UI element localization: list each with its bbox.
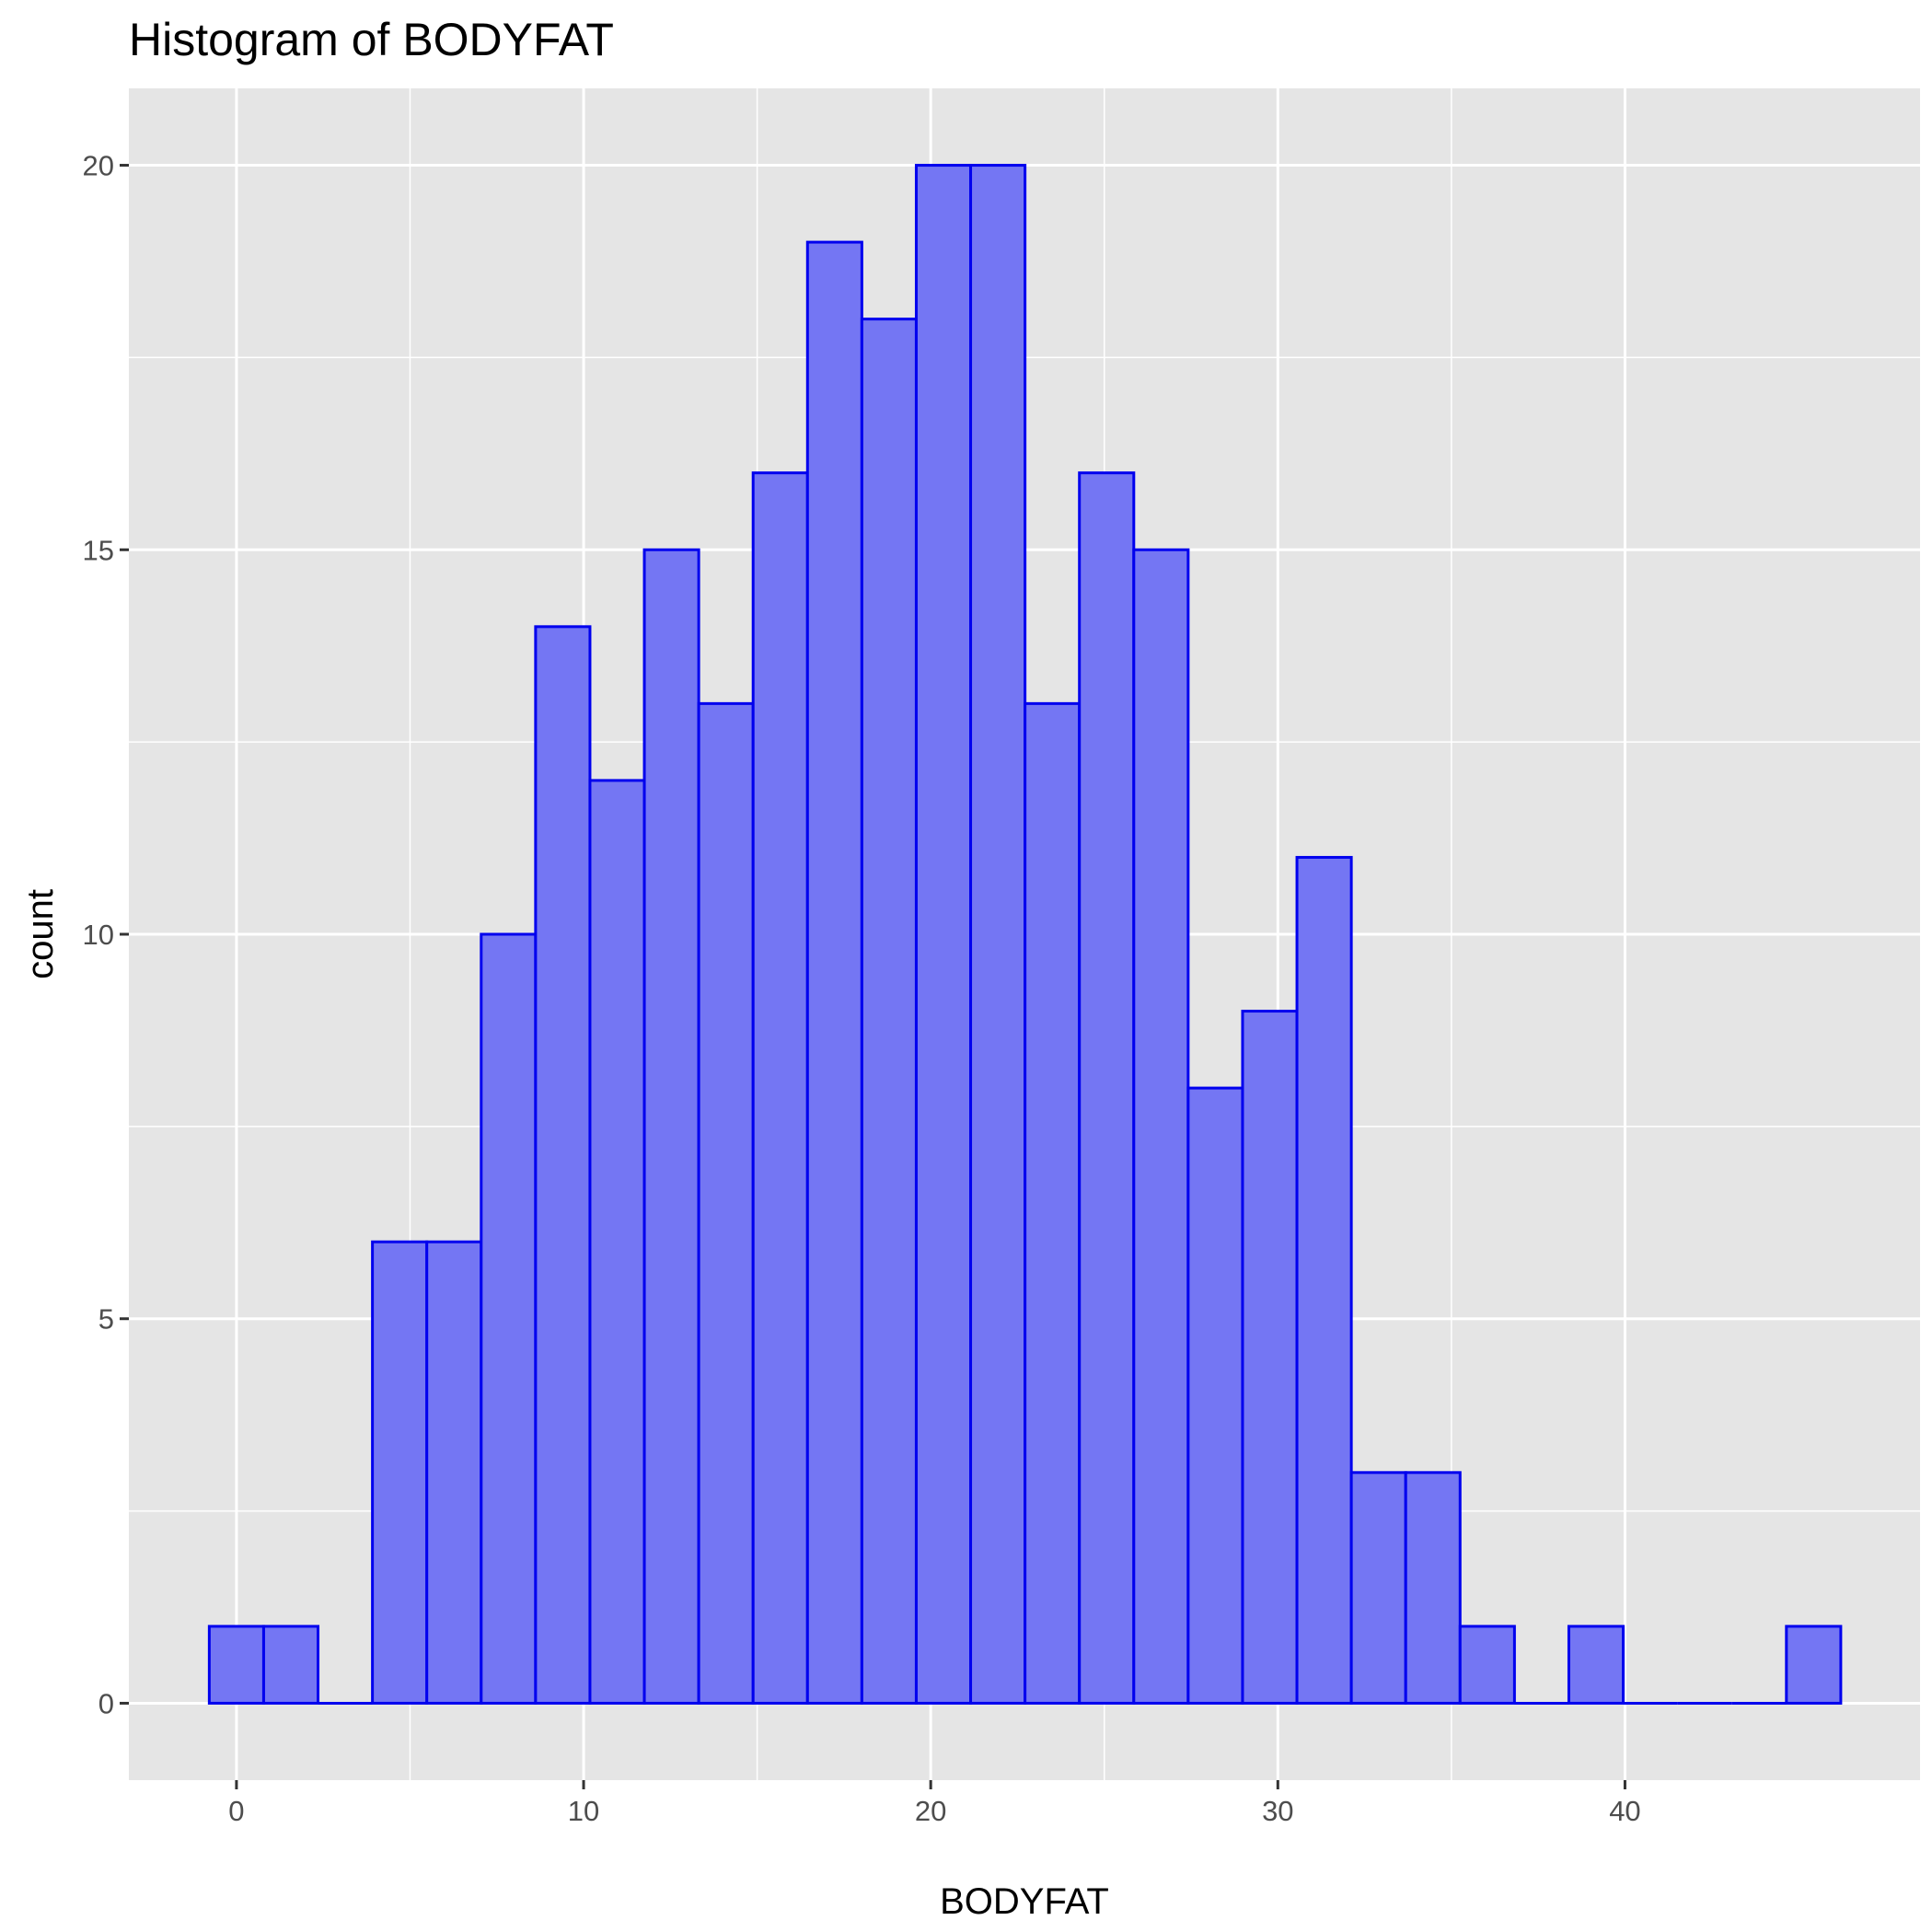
histogram-bar <box>1132 548 1190 1705</box>
histogram-bar <box>1349 1471 1407 1705</box>
y-tick-label: 0 <box>98 1687 114 1719</box>
histogram-bar <box>371 1240 429 1705</box>
histogram-bar <box>642 548 700 1705</box>
y-tick-label: 5 <box>98 1303 114 1336</box>
histogram-bars <box>207 164 1843 1705</box>
histogram-bar <box>1567 1625 1625 1705</box>
histogram-bar <box>751 471 809 1705</box>
histogram-bar <box>1024 701 1082 1705</box>
y-tick-label: 20 <box>83 150 114 182</box>
x-tick-label: 10 <box>568 1795 599 1827</box>
histogram-bar <box>1458 1625 1516 1705</box>
histogram-bar <box>1186 1086 1244 1705</box>
x-tick-label: 30 <box>1262 1795 1293 1827</box>
histogram-bar <box>805 240 863 1705</box>
y-axis-title: count <box>20 889 61 979</box>
x-tick-label: 20 <box>915 1795 946 1827</box>
histogram-bar <box>860 318 918 1705</box>
histogram-bar <box>697 701 755 1705</box>
histogram-bar <box>1078 471 1136 1705</box>
histogram-bar <box>1404 1471 1462 1705</box>
histogram-bar <box>1785 1625 1843 1705</box>
x-axis-title: BODYFAT <box>940 1881 1109 1922</box>
x-tick-label: 0 <box>228 1795 244 1827</box>
histogram-bar <box>914 164 973 1705</box>
histogram-bar <box>588 779 646 1705</box>
histogram-bar <box>969 164 1027 1705</box>
histogram-bar <box>261 1625 320 1705</box>
x-axis: 0 10 20 30 40 <box>228 1780 1641 1827</box>
x-tick-label: 40 <box>1609 1795 1640 1827</box>
histogram-bar <box>425 1240 483 1705</box>
y-tick-label: 15 <box>83 534 114 566</box>
chart-title: Histogram of BODYFAT <box>129 14 614 65</box>
histogram-bar <box>1241 1010 1299 1705</box>
y-tick-label: 10 <box>83 919 114 951</box>
histogram-bar <box>534 625 592 1705</box>
y-axis: 0 5 10 15 20 <box>83 150 129 1719</box>
histogram-bar <box>207 1625 265 1705</box>
histogram-bar <box>480 932 538 1705</box>
histogram-bar <box>1295 855 1353 1705</box>
